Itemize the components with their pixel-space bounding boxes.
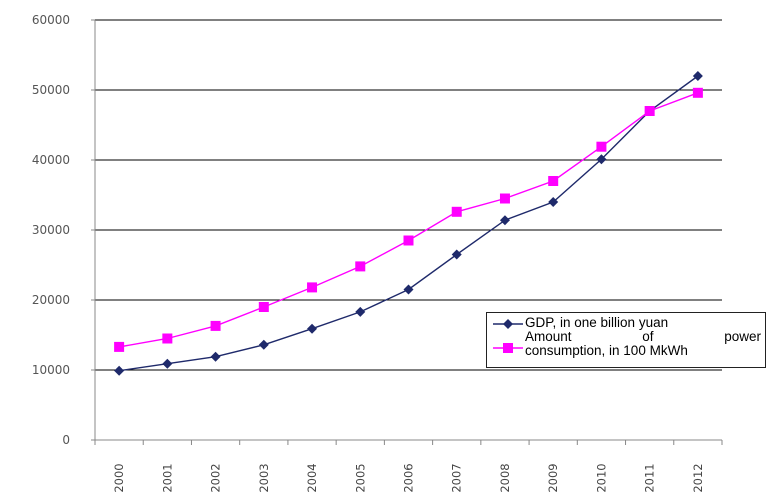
- data-point-power: [693, 88, 703, 98]
- legend-swatch-gdp: [493, 318, 523, 330]
- x-axis-ticks: 2000 2001 2002 2003 2004 2005 2006 2007 2008 2009…: [112, 463, 705, 492]
- data-point-power: [548, 176, 558, 186]
- x-tick-label: 2006: [402, 463, 416, 492]
- data-point-gdp: [162, 359, 172, 369]
- data-point-power: [500, 194, 510, 204]
- data-point-gdp: [259, 340, 269, 350]
- y-tick-label: 0: [62, 433, 70, 447]
- data-point-power: [404, 236, 414, 246]
- x-tick-label: 2010: [594, 463, 608, 492]
- x-tick-label: 2001: [160, 463, 174, 492]
- data-point-gdp: [211, 352, 221, 362]
- x-tick-label: 2000: [112, 463, 126, 492]
- y-axis-ticks: 0 10000 20000 30000 40000 50000 60000: [32, 13, 70, 447]
- data-point-power: [596, 142, 606, 152]
- data-point-power: [307, 282, 317, 292]
- x-tick-label: 2004: [305, 463, 319, 492]
- data-point-gdp: [404, 285, 414, 295]
- data-point-gdp: [452, 250, 462, 260]
- x-tick-label: 2003: [257, 463, 271, 492]
- axes: [91, 20, 722, 445]
- legend-label-gdp: GDP, in one billion yuan: [525, 316, 761, 330]
- legend-label-power-line1: Amount of power: [525, 330, 761, 344]
- data-point-power: [355, 261, 365, 271]
- x-tick-label: 2009: [546, 463, 560, 492]
- legend-label-power-line2: consumption, in 100 MkWh: [525, 344, 761, 358]
- data-point-power: [114, 342, 124, 352]
- y-tick-label: 20000: [32, 293, 70, 307]
- series-line-power: [119, 93, 698, 347]
- y-tick-label: 60000: [32, 13, 70, 27]
- x-tick-label: 2007: [450, 463, 464, 492]
- x-tick-label: 2012: [691, 463, 705, 492]
- data-point-power: [162, 334, 172, 344]
- x-tick-label: 2011: [643, 463, 657, 492]
- data-point-power: [645, 106, 655, 116]
- data-point-gdp: [114, 366, 124, 376]
- legend-swatch-power: [493, 342, 523, 354]
- x-tick-label: 2005: [353, 463, 367, 492]
- x-tick-label: 2008: [498, 463, 512, 492]
- y-tick-label: 30000: [32, 223, 70, 237]
- data-point-gdp: [500, 215, 510, 225]
- y-tick-label: 10000: [32, 363, 70, 377]
- data-point-power: [259, 302, 269, 312]
- data-point-gdp: [693, 71, 703, 81]
- y-tick-label: 40000: [32, 153, 70, 167]
- x-tick-label: 2002: [209, 463, 223, 492]
- data-point-power: [452, 207, 462, 217]
- data-point-gdp: [355, 307, 365, 317]
- data-point-power: [211, 321, 221, 331]
- data-point-gdp: [307, 324, 317, 334]
- y-tick-label: 50000: [32, 83, 70, 97]
- legend: GDP, in one billion yuan Amount of power…: [486, 312, 766, 368]
